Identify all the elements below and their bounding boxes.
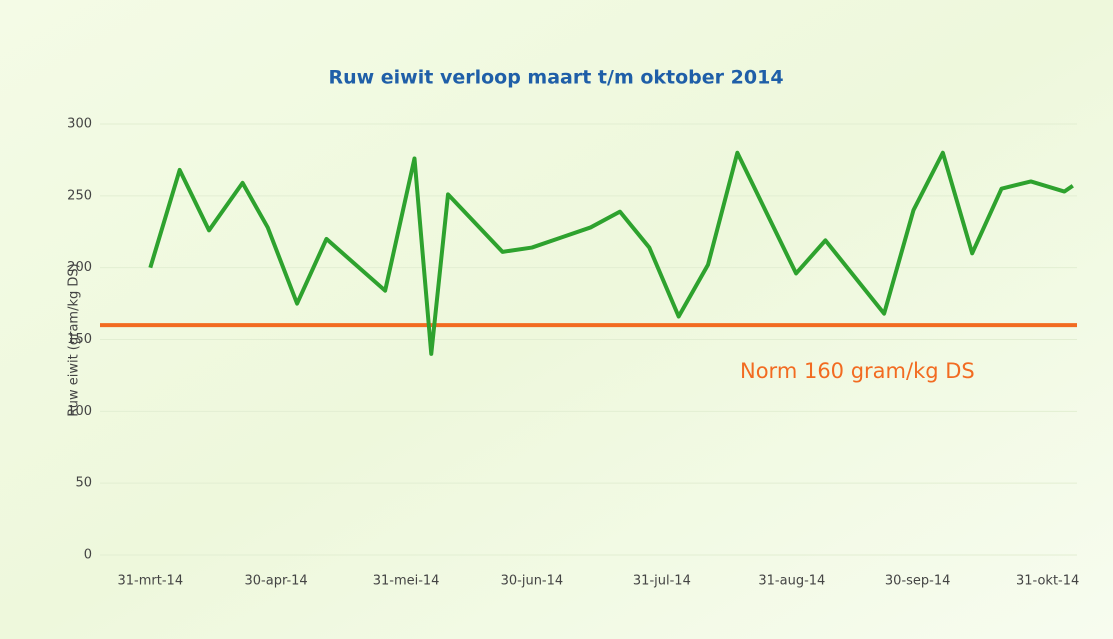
- y-tick-label: 300: [67, 117, 92, 132]
- norm-label: Norm 160 gram/kg DS: [740, 359, 975, 383]
- y-tick-label: 150: [67, 332, 92, 347]
- y-tick-label: 100: [67, 404, 92, 419]
- y-tick-label: 0: [84, 548, 92, 563]
- x-tick-label: 30-jun-14: [501, 574, 564, 589]
- y-axis-label: Ruw eiwit (gram/kg DS): [67, 263, 82, 416]
- x-tick-label: 31-okt-14: [1016, 574, 1079, 589]
- x-tick-label: 31-jul-14: [633, 574, 691, 589]
- y-tick-label: 50: [75, 476, 92, 491]
- data-line: [148, 150, 1074, 356]
- y-tick-label: 250: [67, 188, 92, 203]
- x-tick-label: 31-mei-14: [373, 574, 440, 589]
- y-tick-label: 200: [67, 260, 92, 275]
- x-tick-label: 30-apr-14: [245, 574, 308, 589]
- x-tick-label: 31-mrt-14: [118, 574, 184, 589]
- x-tick-label: 30-sep-14: [885, 574, 951, 589]
- x-tick-label: 31-aug-14: [758, 574, 825, 589]
- chart-title: Ruw eiwit verloop maart t/m oktober 2014: [328, 67, 783, 89]
